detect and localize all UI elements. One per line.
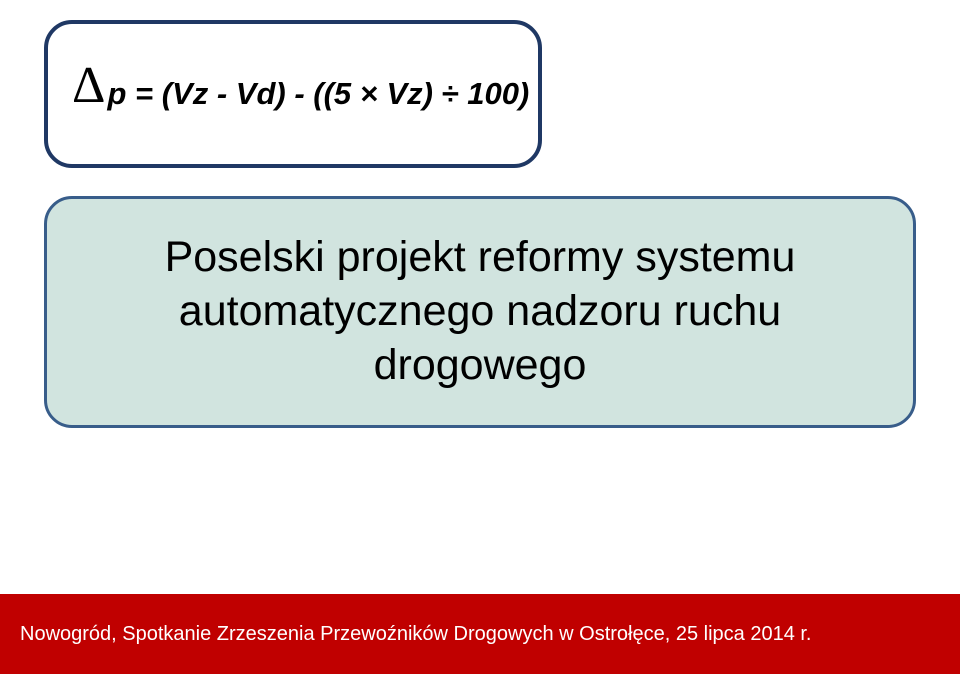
formula: Δ p = (Vz - Vd) - ((5 × Vz) ÷ 100) [72, 76, 529, 112]
footer-text: Nowogród, Spotkanie Zrzeszenia Przewoźni… [20, 623, 811, 646]
slide: Δ p = (Vz - Vd) - ((5 × Vz) ÷ 100) Posel… [0, 0, 960, 674]
formula-text: p = (Vz - Vd) - ((5 × Vz) ÷ 100) [107, 76, 529, 112]
formula-box: Δ p = (Vz - Vd) - ((5 × Vz) ÷ 100) [44, 20, 542, 168]
footer-bar: Nowogród, Spotkanie Zrzeszenia Przewoźni… [0, 594, 960, 674]
subtitle-text: Poselski projekt reformy systemu automat… [75, 231, 885, 392]
subtitle-box: Poselski projekt reformy systemu automat… [44, 196, 916, 428]
